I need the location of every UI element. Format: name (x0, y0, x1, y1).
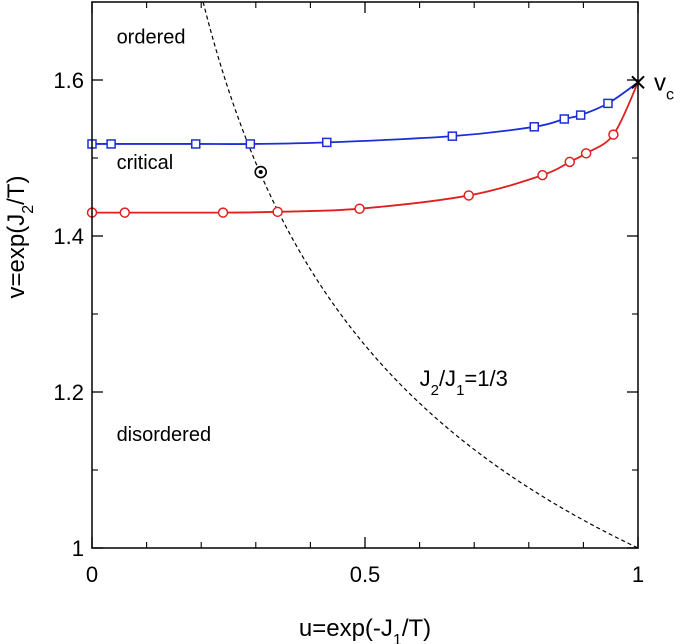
square-marker (575, 110, 586, 120)
x-tick-label: 0 (86, 562, 98, 587)
x-tick-label: 1 (632, 562, 644, 587)
circle-marker (272, 206, 283, 218)
dashed-curve-label: J2/J1=1/3 (420, 366, 508, 399)
square-marker (529, 122, 540, 132)
y-tick-label: 1.4 (53, 224, 84, 249)
square-marker (559, 114, 570, 124)
region-label-ordered: ordered (117, 26, 186, 48)
square-marker (603, 98, 613, 109)
y-tick-label: 1 (72, 536, 84, 561)
series-square-line (92, 81, 639, 145)
y-axis-label: v=exp(J2/T) (3, 176, 37, 299)
intersection-point-dot (258, 170, 263, 175)
square-marker (245, 139, 256, 149)
circle-marker (564, 156, 575, 168)
circle-marker (119, 207, 131, 218)
circle-marker (354, 203, 365, 214)
circle-marker (217, 207, 229, 218)
y-tick-label: 1.6 (53, 68, 84, 93)
circle-marker (580, 148, 592, 159)
region-label-critical: critical (117, 152, 174, 174)
dashed-curve-line (202, 1, 639, 549)
square-marker (106, 139, 116, 149)
region-label-disordered: disordered (117, 424, 212, 446)
critical-endpoint-cross (631, 75, 645, 90)
circle-marker (463, 190, 474, 201)
x-tick-label: 0.5 (350, 562, 381, 587)
square-marker (190, 139, 201, 149)
square-marker (447, 131, 458, 141)
circle-marker (608, 129, 619, 140)
x-axis-label: u=exp(-J1/T) (299, 615, 431, 644)
vc-label: vc (654, 69, 674, 103)
y-tick-label: 1.2 (53, 380, 84, 405)
square-marker (322, 137, 332, 148)
plot-frame (91, 1, 639, 549)
circle-marker (537, 169, 548, 181)
series-circle-line (91, 81, 639, 214)
